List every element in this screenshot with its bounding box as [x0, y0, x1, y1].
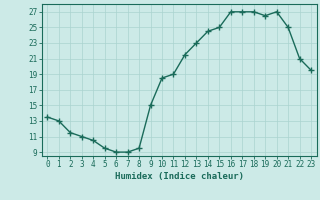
X-axis label: Humidex (Indice chaleur): Humidex (Indice chaleur) — [115, 172, 244, 181]
